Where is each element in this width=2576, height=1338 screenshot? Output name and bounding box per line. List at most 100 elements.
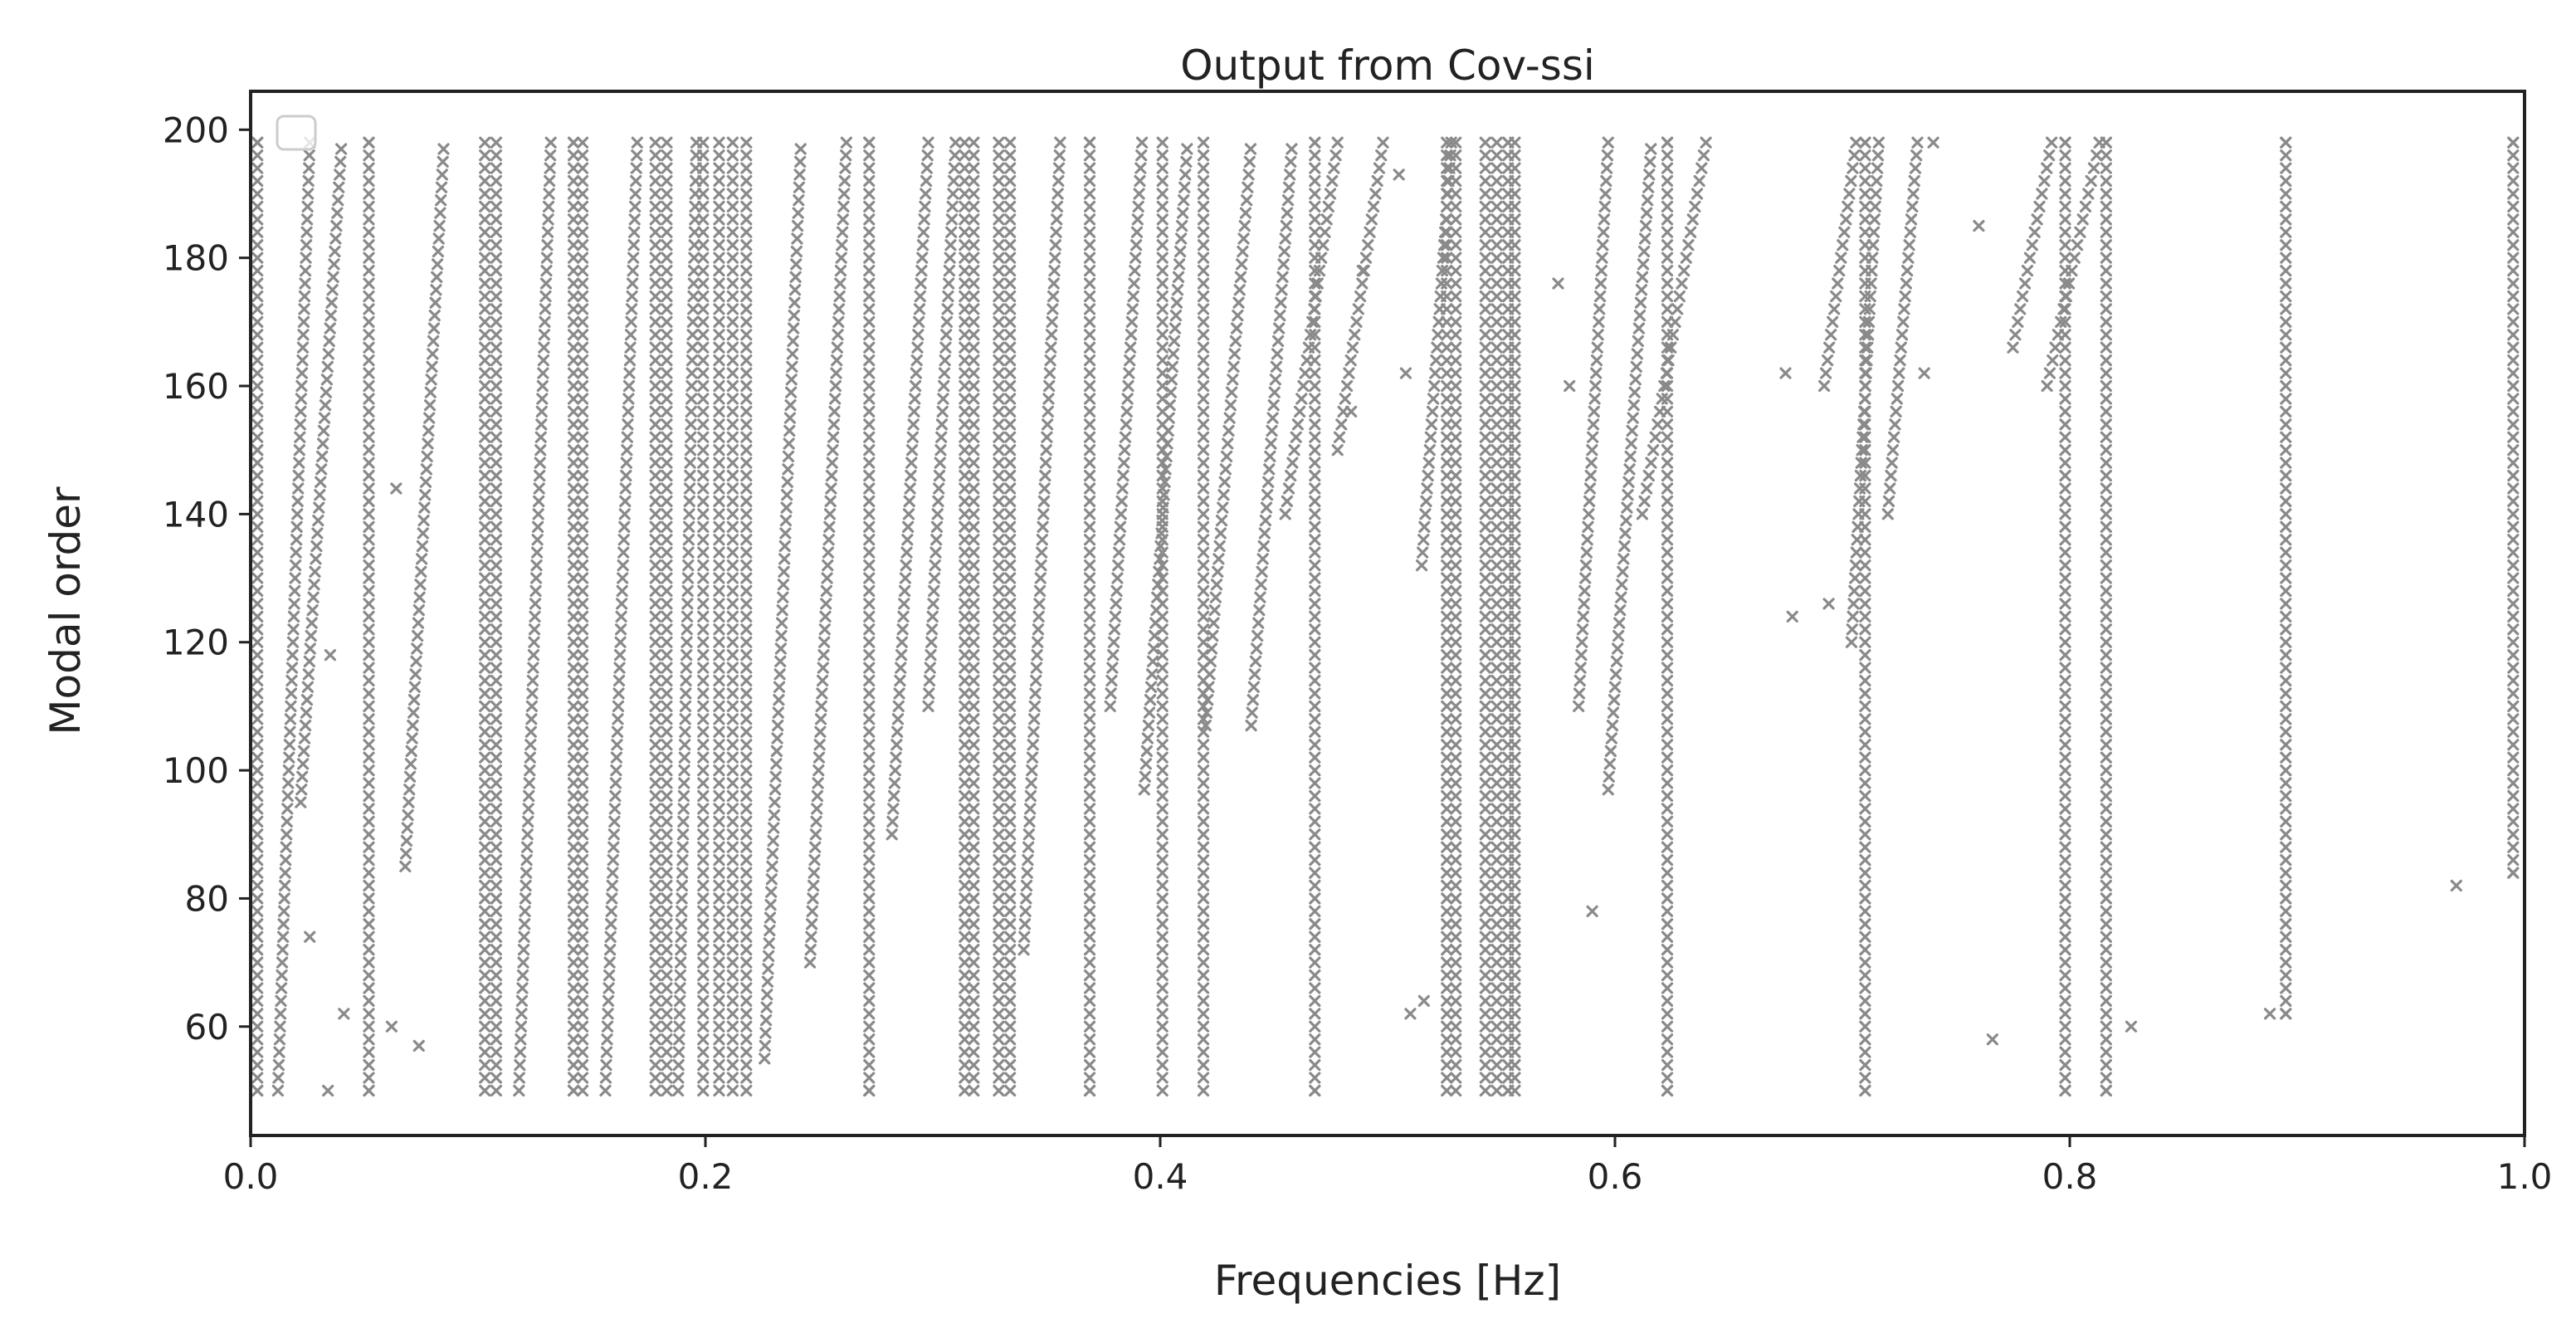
data-point	[490, 251, 503, 264]
data-point	[567, 431, 580, 443]
data-point	[490, 636, 503, 648]
data-point	[567, 367, 580, 379]
data-point	[740, 969, 753, 982]
data-point	[959, 841, 971, 853]
data-point	[567, 264, 580, 277]
data-point	[661, 136, 673, 149]
data-point	[863, 559, 876, 572]
data-point	[863, 213, 876, 226]
data-point	[959, 662, 971, 674]
data-point	[363, 149, 375, 162]
data-point	[576, 994, 589, 1008]
data-point	[661, 687, 673, 700]
data-point	[251, 892, 264, 905]
data-point	[726, 277, 739, 290]
data-point	[576, 713, 589, 725]
data-point	[726, 636, 739, 648]
data-point	[363, 329, 375, 341]
data-point	[740, 1072, 753, 1084]
data-point	[649, 534, 661, 546]
data-point	[863, 277, 876, 290]
data-point	[576, 315, 589, 328]
data-point	[697, 418, 710, 431]
data-point	[251, 341, 264, 354]
data-point	[576, 393, 589, 405]
data-point	[649, 315, 661, 328]
data-point	[740, 828, 753, 841]
data-point	[490, 623, 503, 636]
data-point	[959, 969, 971, 982]
data-point	[863, 789, 876, 803]
data-point	[697, 751, 710, 764]
data-point	[740, 1046, 753, 1058]
data-point	[740, 379, 753, 393]
data-point	[713, 854, 725, 867]
data-point	[567, 572, 580, 584]
data-point	[697, 649, 710, 662]
data-point	[363, 393, 375, 405]
data-point	[479, 713, 491, 725]
data-point	[649, 200, 661, 213]
data-point	[697, 789, 710, 803]
data-point	[649, 739, 661, 751]
data-point	[863, 315, 876, 328]
data-point	[661, 982, 673, 994]
data-point	[713, 1059, 725, 1072]
data-point	[363, 1059, 375, 1072]
data-point	[697, 379, 710, 393]
data-point	[576, 687, 589, 700]
data-point	[479, 918, 491, 930]
data-point	[490, 1008, 503, 1020]
data-point	[251, 1072, 264, 1084]
data-point	[363, 341, 375, 354]
data-point	[713, 264, 725, 277]
data-point	[661, 879, 673, 892]
data-point	[576, 572, 589, 584]
data-point	[251, 1059, 264, 1072]
data-point	[713, 444, 725, 457]
data-point	[251, 559, 264, 572]
data-point	[567, 174, 580, 188]
data-point	[490, 418, 503, 431]
data-point	[490, 930, 503, 943]
data-point	[567, 546, 580, 559]
y-tick-label: 60	[185, 1007, 229, 1047]
data-point	[661, 418, 673, 431]
data-point	[649, 341, 661, 354]
data-point	[567, 982, 580, 994]
data-point	[697, 264, 710, 277]
data-point	[661, 405, 673, 418]
data-point	[713, 584, 725, 598]
data-point	[576, 469, 589, 482]
x-tick-label: 1.0	[2497, 1156, 2553, 1197]
data-point	[959, 469, 971, 482]
data-point	[713, 700, 725, 713]
data-point	[363, 444, 375, 457]
data-point	[697, 1046, 710, 1058]
data-point	[959, 290, 971, 303]
data-point	[251, 777, 264, 789]
data-point	[713, 188, 725, 200]
data-point	[863, 674, 876, 687]
data-point	[576, 751, 589, 764]
data-point	[576, 789, 589, 803]
data-point	[863, 1046, 876, 1058]
data-point	[863, 598, 876, 610]
data-point	[740, 508, 753, 520]
data-point	[726, 482, 739, 495]
data-point	[697, 739, 710, 751]
data-point	[363, 354, 375, 367]
data-point	[959, 303, 971, 315]
data-point	[490, 956, 503, 969]
data-point	[576, 354, 589, 367]
data-point	[863, 777, 876, 789]
data-point	[661, 162, 673, 174]
data-point	[479, 956, 491, 969]
data-point	[697, 251, 710, 264]
data-point	[363, 584, 375, 598]
data-point	[251, 534, 264, 546]
data-point	[959, 1020, 971, 1033]
data-point	[479, 751, 491, 764]
data-point	[479, 649, 491, 662]
data-point	[713, 431, 725, 443]
